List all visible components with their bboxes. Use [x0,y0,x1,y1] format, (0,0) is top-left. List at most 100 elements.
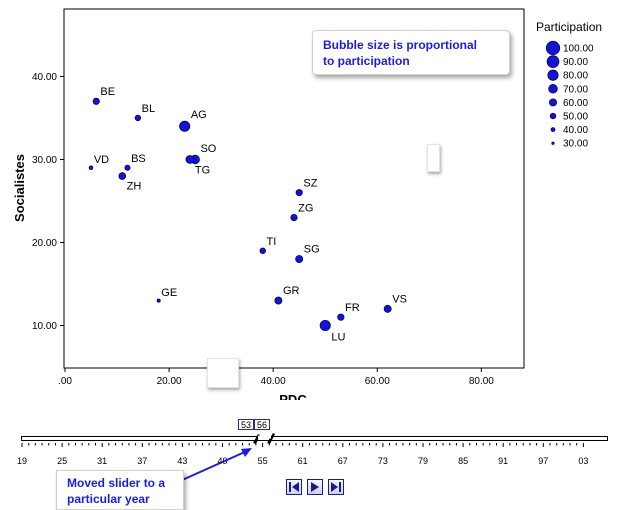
timeline-year-label: 67 [337,456,348,466]
bubble-label: AG [191,109,207,121]
slider-annotation: Moved slider to a particular year [56,470,184,510]
legend-title: Participation [536,20,602,34]
legend-bubble [550,127,556,132]
hidden-panel-marker [207,358,239,388]
y-axis: 10.00 20.00 30.00 40.00 [32,72,64,332]
step-back-icon [289,482,299,492]
y-tick-label: 10.00 [32,321,57,332]
x-tick-label: 20.00 [157,376,182,387]
legend-item-label: 40.00 [563,125,588,136]
x-tick-label: 40.00 [261,376,286,387]
timeline-year-label: 61 [297,456,308,466]
bubble-tg [185,155,195,164]
bubble-label: TI [267,236,277,248]
bubble-label: FR [345,302,360,314]
bubble-vd [88,165,94,170]
bubble-label: GE [161,287,177,299]
bubble-bl [134,114,142,122]
bubble-ge [156,298,161,303]
timeline-track-top [21,436,608,437]
bubble-ag [179,120,191,132]
x-axis-title: PDC [279,392,307,400]
x-tick-label: .00 [58,376,72,387]
legend-bubble [547,69,559,81]
legend-item-label: 80.00 [563,71,588,82]
bubble-label: SO [200,143,216,155]
legend-bubble [549,112,557,120]
y-axis-title: Socialistes [12,154,27,222]
y-tick-label: 40.00 [32,72,57,83]
bubble-ti [259,247,266,254]
timeline-year-label: 25 [57,456,68,466]
bubble-label: GR [283,285,300,297]
timeline-year-label: 91 [498,456,509,466]
x-tick-label: 80.00 [469,376,494,387]
step-back-button[interactable] [286,479,302,495]
timeline-year-label: 97 [538,456,549,466]
play-icon [311,482,319,492]
timeline-year-label: 43 [177,456,188,466]
bubble-label: BS [131,153,146,165]
legend-item-label: 60.00 [563,98,588,109]
bubble-size-callout: Bubble size is proportional to participa… [312,30,510,75]
legend-bubble [548,84,558,94]
timeline-year-label: 37 [137,456,148,466]
play-button[interactable] [307,479,323,495]
bubble-vs [383,304,392,313]
legend-item-label: 90.00 [563,57,588,68]
timeline-right-cap [607,436,608,441]
timeline-left-cap [21,436,22,441]
legend-bubble [546,55,560,68]
timeline-ticks [21,443,584,447]
legend-bubble [551,141,555,145]
bubble-label: TG [195,164,210,176]
slider-end-year: 56 [254,419,270,430]
x-tick-label: 60.00 [365,376,390,387]
timeline-year-label: 03 [578,456,589,466]
hidden-panel-marker [427,144,440,172]
bubble-sg [295,255,304,264]
legend-bubble [545,40,561,56]
bubble-be [92,97,100,105]
bubble-fr [337,313,345,321]
bubble-label: SZ [303,177,317,189]
callout-line-2: to participation [323,54,410,68]
legend-item-label: 50.00 [563,112,588,123]
timeline-year-label: 79 [417,456,429,466]
timeline-year-label: 31 [97,456,108,466]
annotation-line-2: particular year [67,492,150,506]
bubble-label: VD [94,154,109,166]
slider-start-year: 53 [238,419,254,430]
callout-line-1: Bubble size is proportional [323,38,478,52]
annotation-line-1: Moved slider to a [67,476,166,490]
step-forward-icon [331,482,341,492]
bubble-zh [118,172,127,180]
bubble-sz [295,189,303,197]
slider-handles[interactable] [245,428,285,448]
timeline-year-label: 73 [377,456,388,466]
legend-item-label: 70.00 [563,84,588,95]
timeline-slider[interactable] [21,436,608,442]
bubble-label: ZG [298,202,313,214]
legend: Participation 100.00 90.00 80.00 70.00 60.00… [536,20,602,150]
y-tick-label: 30.00 [32,155,57,166]
bubble-gr [274,296,283,305]
bubble-label: VS [392,293,407,305]
timeline-year-label: 85 [458,456,469,466]
bubble-series: BE BL AG VD BS ZH SO TG SZ ZG TI SG GE GR FR LU VS [88,86,407,344]
timeline-year-label: 19 [16,456,28,466]
legend-bubble [549,98,557,107]
timeline-year-label: 49 [217,456,228,466]
bubble-bs [124,164,131,171]
bubble-label: LU [331,332,345,344]
bubble-label: ZH [127,180,142,192]
legend-item-label: 30.00 [563,139,588,150]
step-forward-button[interactable] [328,479,344,495]
bubble-label: BE [100,86,115,98]
y-tick-label: 20.00 [32,238,57,249]
legend-item-label: 100.00 [563,44,594,55]
bubble-chart: 10.00 20.00 30.00 40.00 .00 20.00 40.00 60.00 8… [12,8,602,400]
bubble-label: SG [304,244,320,256]
timeline-track-bottom [21,440,608,441]
bubble-lu [319,319,331,332]
